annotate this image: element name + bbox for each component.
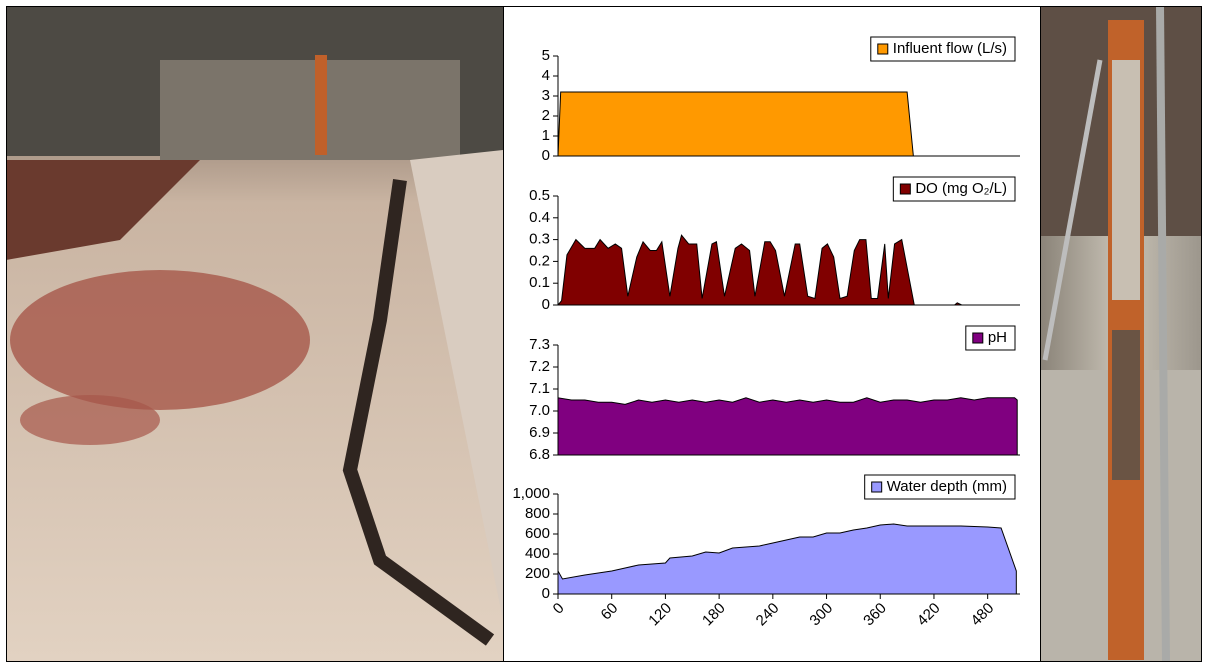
y-tick-label: 0 [542, 147, 550, 164]
y-tick-label: 7.2 [529, 358, 550, 375]
area [556, 234, 1019, 306]
legend-swatch [871, 481, 883, 493]
legend-swatch [972, 332, 984, 344]
y-tick-label: 1 [542, 127, 550, 144]
legend: pH [965, 325, 1016, 351]
legend-box [870, 36, 1016, 62]
left-photo [6, 6, 503, 662]
y-tick-label: 7.0 [529, 402, 550, 419]
legend: Influent flow (L/s) [870, 36, 1016, 62]
y-tick-label: 800 [525, 505, 550, 522]
y-tick-label: 600 [525, 525, 550, 542]
y-tick-label: 0.1 [529, 274, 550, 291]
legend-swatch [877, 43, 889, 55]
legend: DO (mg O₂/L) [892, 176, 1016, 202]
y-tick-label: 7.1 [529, 380, 550, 397]
legend-label: Water depth (mm) [887, 478, 1007, 495]
y-tick-label: 0.2 [529, 252, 550, 269]
legend-box [892, 176, 1016, 202]
y-tick-label: 7.3 [529, 336, 550, 353]
y-tick-label: 0.4 [529, 209, 550, 226]
y-tick-label: 0.3 [529, 231, 550, 248]
y-tick-label: 0.5 [529, 187, 550, 204]
y-tick-label: 1,000 [512, 485, 550, 502]
area [557, 397, 1018, 456]
frame [6, 6, 1202, 662]
y-tick-label: 6.9 [529, 424, 550, 441]
y-tick-label: 200 [525, 565, 550, 582]
legend-label: Influent flow (L/s) [893, 40, 1007, 57]
y-tick-label: 2 [542, 107, 550, 124]
y-tick-label: 400 [525, 545, 550, 562]
y-tick-label: 3 [542, 87, 550, 104]
legend-swatch [899, 183, 911, 195]
area [557, 523, 1017, 595]
y-tick-label: 5 [542, 47, 550, 64]
legend-label: pH [988, 329, 1007, 346]
right-photo [1040, 5, 1202, 663]
legend: Water depth (mm) [864, 474, 1016, 500]
y-tick-label: 6.8 [529, 446, 550, 463]
legend-label: DO (mg O₂/L) [915, 180, 1007, 197]
y-tick-label: 0 [542, 296, 550, 313]
y-tick-label: 4 [542, 67, 550, 84]
y-tick-label: 0 [542, 585, 550, 602]
legend-box [864, 474, 1016, 500]
